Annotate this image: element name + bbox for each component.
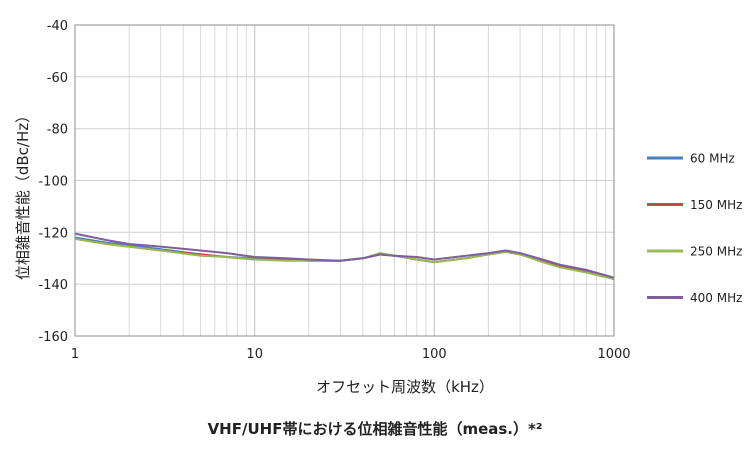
series-lines [74, 232, 615, 280]
y-tick-label: -80 [47, 123, 68, 138]
legend: 60 MHz 150 MHz 250 MHz 400 MHz [647, 152, 742, 305]
x-axis-title: オフセット周波数（kHz） [316, 378, 494, 396]
plot-area-border [74, 24, 615, 337]
grid-lines [75, 25, 614, 336]
y-tick-labels: -40 -60 -80 -100 -120 -140 -160 [38, 19, 68, 345]
x-tick-label: 100 [422, 347, 447, 362]
x-tick-label: 1 [71, 347, 79, 362]
series-line [74, 232, 615, 279]
legend-label: 250 MHz [690, 245, 742, 259]
y-tick-label: -120 [38, 226, 68, 241]
y-tick-label: -140 [38, 278, 68, 293]
chart-title: VHF/UHF帯における位相雑音性能（meas.）*² [208, 420, 543, 438]
legend-label: 60 MHz [690, 152, 735, 166]
y-tick-label: -40 [47, 19, 68, 34]
x-tick-label: 10 [246, 347, 263, 362]
y-axis-title: 位相雑音性能（dBc/Hz） [14, 108, 32, 280]
legend-item: 60 MHz [647, 152, 735, 166]
legend-label: 150 MHz [690, 198, 742, 212]
y-tick-label: -160 [38, 330, 68, 345]
series-line [74, 237, 615, 280]
legend-item: 250 MHz [647, 245, 742, 259]
legend-label: 400 MHz [690, 291, 742, 305]
x-tick-labels: 1 10 100 1000 [71, 347, 631, 362]
legend-item: 150 MHz [647, 198, 742, 212]
legend-item: 400 MHz [647, 291, 742, 305]
y-tick-label: -60 [47, 71, 68, 86]
x-tick-label: 1000 [597, 347, 630, 362]
y-tick-label: -100 [38, 175, 68, 190]
